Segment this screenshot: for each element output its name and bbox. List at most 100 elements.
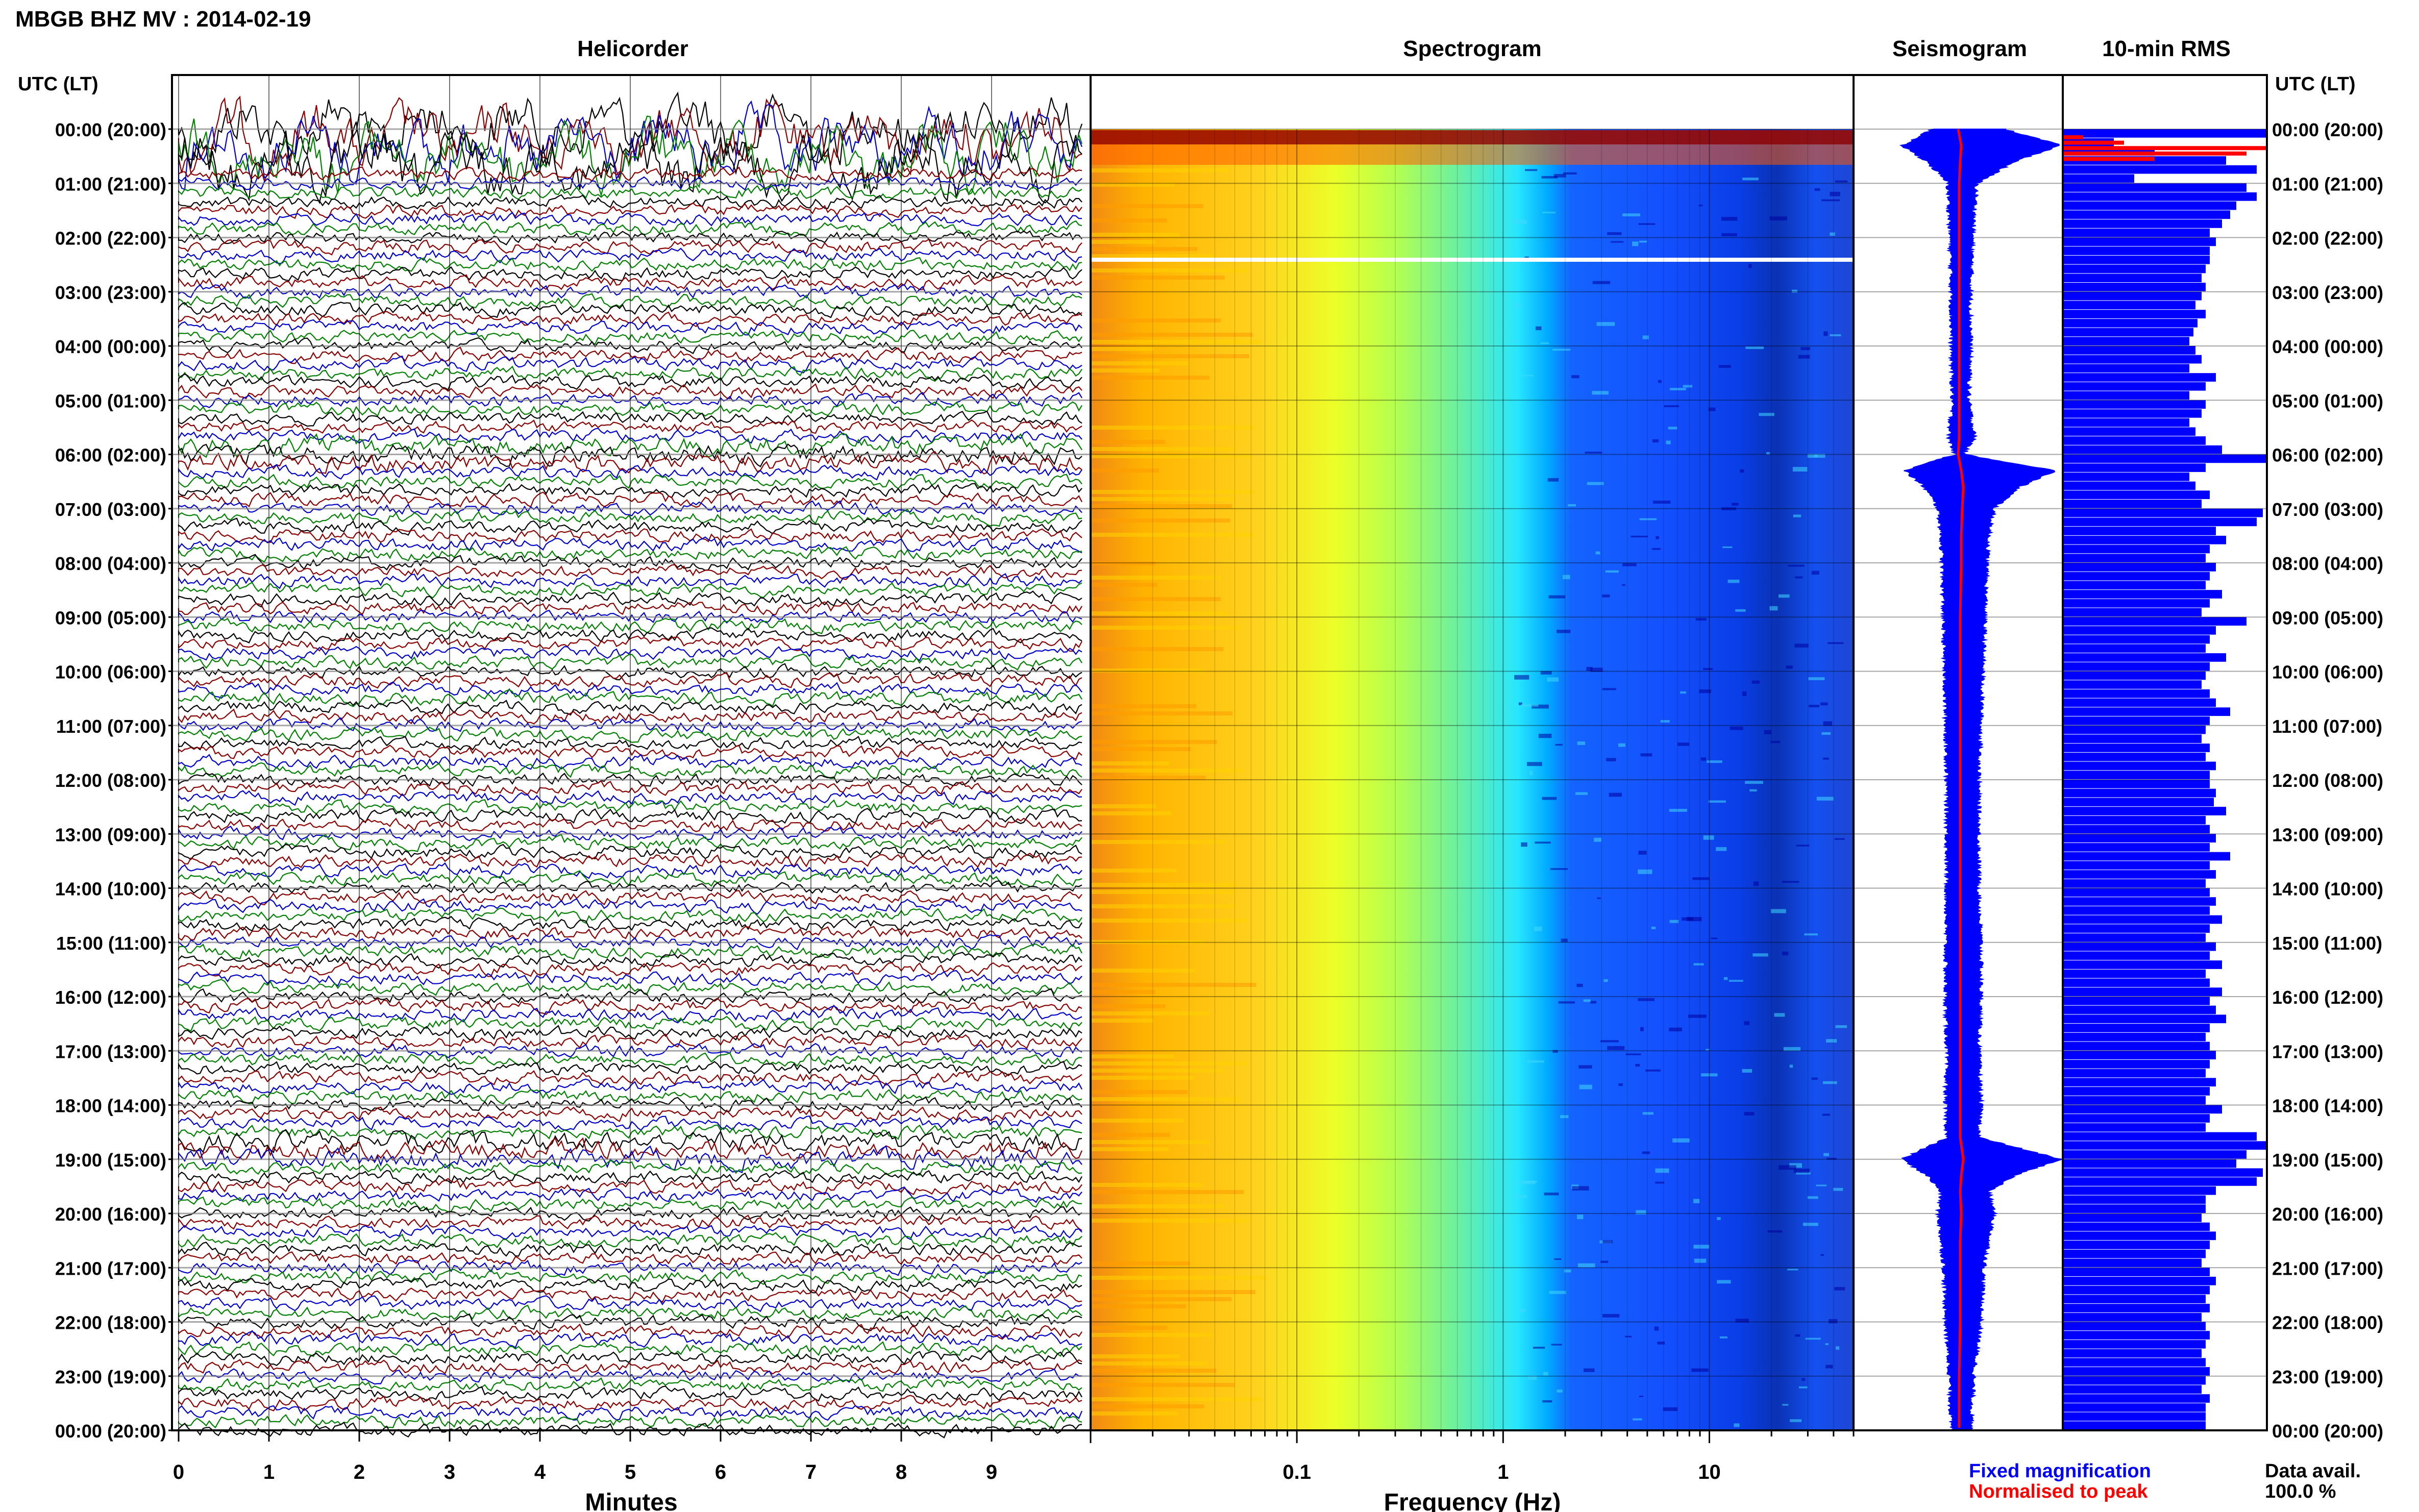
helicorder-trace xyxy=(178,1277,1082,1294)
rms-bar xyxy=(2063,879,2206,888)
helicorder-trace xyxy=(178,1005,1082,1024)
helicorder-trace xyxy=(178,862,1082,879)
spectrogram-speckle xyxy=(1672,1138,1690,1143)
rms-bar xyxy=(2063,517,2257,527)
rms-bar xyxy=(2063,382,2206,391)
helicorder-trace xyxy=(178,962,1082,977)
helicorder-trace xyxy=(178,410,1082,427)
spectrogram-speckle xyxy=(1571,375,1579,379)
helicorder-trace xyxy=(178,266,1082,282)
spectrogram-speckle xyxy=(1557,630,1571,633)
spectrogram-speckle xyxy=(1744,1021,1750,1025)
helicorder-trace xyxy=(178,1269,1082,1285)
spectrogram-row xyxy=(1091,533,1254,537)
time-tick-label: 18:00 (14:00) xyxy=(55,1096,166,1117)
rms-bar xyxy=(2063,1249,2206,1258)
rms-bar xyxy=(2063,680,2202,689)
spectrogram-row xyxy=(1091,240,1155,244)
spectrogram-speckle xyxy=(1699,689,1711,693)
rms-bar xyxy=(2063,969,2206,978)
rms-bar xyxy=(2063,1285,2210,1295)
frequency-tick-label: 0.1 xyxy=(1282,1461,1311,1483)
helicorder-trace xyxy=(178,1078,1082,1095)
rms-bar xyxy=(2063,174,2134,183)
spectrogram-speckle xyxy=(1811,571,1819,575)
helicorder-trace xyxy=(178,1422,1082,1439)
time-tick-label: 23:00 (19:00) xyxy=(2272,1367,2383,1387)
spectrogram-row xyxy=(1091,1147,1169,1151)
spectrogram-row xyxy=(1091,1383,1235,1387)
helicorder-trace xyxy=(178,365,1082,382)
time-tick-label: 10:00 (06:00) xyxy=(2272,662,2383,683)
spectrogram-speckle xyxy=(1602,594,1610,598)
spectrogram-speckle xyxy=(1794,643,1809,648)
spectrogram-speckle xyxy=(1822,1081,1837,1084)
spectrogram-row xyxy=(1091,647,1224,651)
minute-tick-label: 7 xyxy=(805,1461,817,1483)
spectrogram-speckle xyxy=(1677,742,1689,746)
helicorder-trace xyxy=(178,1069,1082,1086)
rms-bar xyxy=(2063,915,2222,924)
rms-bar xyxy=(2063,1358,2206,1367)
spectrogram-speckle xyxy=(1682,917,1693,921)
helicorder-trace xyxy=(178,1313,1082,1331)
spectrogram-speckle xyxy=(1631,535,1648,538)
time-tick-label: 00:00 (20:00) xyxy=(55,119,166,140)
spectrogram-speckle xyxy=(1542,797,1557,800)
minute-tick-label: 1 xyxy=(263,1461,275,1483)
spectrogram-speckle xyxy=(1642,1151,1650,1154)
spectrogram-speckle xyxy=(1568,504,1576,507)
rms-bar xyxy=(2063,563,2216,572)
data-avail-value: 100.0 % xyxy=(2265,1481,2336,1502)
rms-bar xyxy=(2063,1042,2210,1051)
spectrogram-speckle xyxy=(1796,1172,1811,1175)
spectrogram-speckle xyxy=(1576,1214,1584,1220)
helicorder-trace xyxy=(178,1214,1082,1231)
spectrogram-heatmap xyxy=(1091,129,1854,1430)
rms-bar xyxy=(2063,1421,2206,1430)
rms-bar xyxy=(2063,1222,2210,1231)
spectrogram-row xyxy=(1091,969,1195,973)
helicorder-trace xyxy=(178,483,1082,499)
rms-bar xyxy=(2063,698,2216,707)
time-tick-label: 08:00 (04:00) xyxy=(2272,553,2383,574)
helicorder-trace xyxy=(178,355,1082,374)
rms-bar xyxy=(2063,544,2210,554)
spectrogram-row xyxy=(1091,168,1229,172)
spectrogram-speckle xyxy=(1533,1347,1545,1349)
helicorder-trace xyxy=(178,330,1082,345)
time-tick-label: 03:00 (23:00) xyxy=(2272,282,2383,303)
spectrogram-row xyxy=(1091,1097,1240,1101)
helicorder-trace xyxy=(178,257,1082,272)
spectrogram-speckle xyxy=(1655,1168,1669,1173)
rms-bar xyxy=(2063,1403,2206,1412)
spectrogram-speckle xyxy=(1656,536,1659,539)
spectrogram-speckle xyxy=(1711,937,1718,939)
spectrogram-speckle xyxy=(1766,452,1770,455)
spectrogram-speckle xyxy=(1638,869,1652,874)
spectrogram-row xyxy=(1091,761,1170,765)
spectrogram-speckle xyxy=(1694,1258,1707,1263)
rms-bar xyxy=(2063,283,2206,291)
spectrogram-speckle xyxy=(1774,1013,1785,1017)
helicorder-trace xyxy=(178,1060,1082,1077)
spectrogram-hot-band-2 xyxy=(1091,144,1854,165)
time-tick-label: 23:00 (19:00) xyxy=(55,1367,166,1387)
spectrogram-speckle xyxy=(1607,232,1622,235)
helicorder-trace xyxy=(178,590,1082,608)
spectrogram-row xyxy=(1091,1090,1188,1094)
spectrogram-speckle xyxy=(1548,595,1566,599)
spectrogram-speckle xyxy=(1830,334,1841,336)
spectrogram-row xyxy=(1091,1190,1244,1194)
rms-bar xyxy=(2063,743,2210,752)
spectrogram-speckle xyxy=(1727,579,1740,583)
spectrogram-speckle xyxy=(1759,413,1774,416)
spectrogram-speckle xyxy=(1542,1400,1552,1403)
spectrogram-row xyxy=(1091,668,1204,673)
helicorder-x-ticks: 0 1 2 3 4 5 6 7 8 9 xyxy=(173,1430,997,1483)
rms-bar xyxy=(2063,653,2226,662)
rms-bar xyxy=(2063,500,2202,508)
rms-bar xyxy=(2063,942,2216,951)
rms-bar xyxy=(2063,1159,2236,1168)
helicorder-trace xyxy=(178,1145,1082,1174)
